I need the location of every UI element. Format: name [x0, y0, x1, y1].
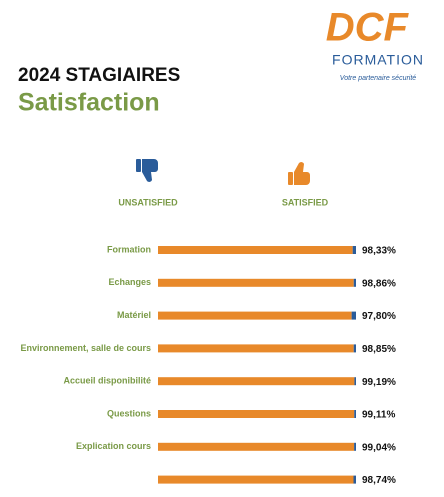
- bar-segment: [353, 475, 356, 484]
- value-label: 97,80%: [362, 311, 396, 322]
- bar-segment: [158, 344, 354, 353]
- category-label: Matériel: [117, 310, 151, 320]
- bar-segment: [158, 442, 355, 451]
- bar-segment: [158, 410, 355, 418]
- logo-name: DCF: [326, 6, 410, 50]
- legend-unsatisfied: UNSATISFIED: [118, 197, 178, 207]
- category-label: Questions: [107, 408, 151, 418]
- value-label: 98,85%: [362, 344, 396, 355]
- value-label: 98,86%: [362, 278, 396, 289]
- bar-segment: [158, 475, 354, 484]
- bar-segment: [354, 442, 356, 451]
- bar-segment: [353, 344, 356, 353]
- bar-segment: [354, 377, 356, 386]
- bar-segment: [354, 410, 356, 418]
- value-label: 99,19%: [362, 377, 396, 388]
- bar-segment: [353, 278, 356, 287]
- bar-segment: [158, 311, 352, 320]
- bar-segment: [351, 311, 356, 320]
- value-label: 98,74%: [362, 475, 396, 486]
- legend-satisfied: SATISFIED: [282, 197, 329, 207]
- category-label: Accueil disponibilité: [63, 376, 151, 386]
- subtitle: Satisfaction: [18, 89, 160, 117]
- logo-tagline: Votre partenaire sécurité: [340, 75, 416, 82]
- title: 2024 STAGIAIRES: [18, 65, 180, 86]
- value-label: 99,04%: [362, 442, 396, 453]
- bar-segment: [158, 377, 355, 386]
- category-label: Echanges: [108, 277, 151, 287]
- thumb-down-icon: [136, 159, 158, 182]
- category-label: Formation: [107, 244, 151, 254]
- thumb-up-icon: [288, 162, 310, 185]
- bar-segment: [158, 278, 354, 287]
- value-label: 99,11%: [362, 410, 395, 421]
- category-label: Explication cours: [76, 441, 151, 451]
- bar-segment: [158, 246, 353, 254]
- category-label: Environnement, salle de cours: [20, 343, 151, 353]
- value-label: 98,33%: [362, 246, 396, 257]
- bar-segment: [352, 246, 356, 254]
- logo-subtitle: FORMATION: [332, 52, 424, 68]
